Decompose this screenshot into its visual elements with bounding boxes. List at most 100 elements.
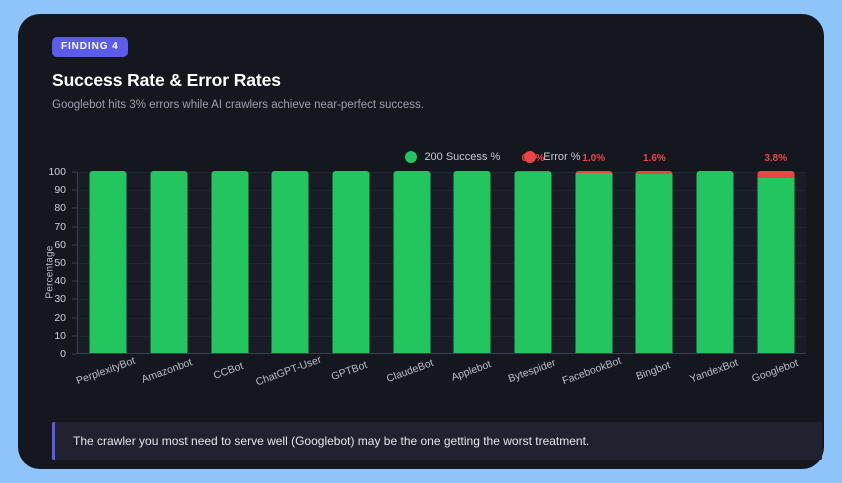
x-slot: GPTBot xyxy=(320,356,381,416)
y-axis-tick xyxy=(72,244,77,246)
y-axis-tick xyxy=(72,171,77,173)
x-slot: Amazonbot xyxy=(138,356,199,416)
insight-text: The crawler you most need to serve well … xyxy=(73,434,590,448)
bar-segment-error[interactable] xyxy=(635,171,673,174)
legend-item-success[interactable]: 200 Success % xyxy=(405,151,500,163)
y-axis-tick-label: 80 xyxy=(54,202,66,215)
table-row[interactable] xyxy=(514,171,552,353)
chart: 200 Success % Error % Percentage 0 10 20 30 4… xyxy=(36,144,806,409)
bar-segment-success[interactable] xyxy=(332,171,370,353)
bar-segment-success[interactable] xyxy=(393,171,431,353)
table-row[interactable] xyxy=(757,171,795,353)
bar-segment-success[interactable] xyxy=(271,171,309,353)
bar-segment-success[interactable] xyxy=(514,172,552,353)
y-axis-tick-label: 30 xyxy=(54,293,66,306)
gridline xyxy=(78,244,806,246)
x-slot: FacebookBot xyxy=(561,355,624,416)
bar-segment-error[interactable] xyxy=(757,171,795,178)
x-axis-tick-label: Bingbot xyxy=(634,359,673,383)
bar-segment-success[interactable] xyxy=(211,171,249,353)
table-row[interactable] xyxy=(575,171,613,353)
card-subtitle: Googlebot hits 3% errors while AI crawle… xyxy=(52,99,424,111)
y-axis-tick xyxy=(72,298,77,300)
gridline xyxy=(78,317,806,319)
x-axis-tick-label: Googlebot xyxy=(749,357,800,385)
gridline xyxy=(78,208,806,210)
plot-area: Percentage 0 10 20 30 40 50 60 70 80 90 100 0.6% 1.… xyxy=(36,153,806,388)
y-axis-tick-label: 90 xyxy=(54,184,66,197)
y-axis-tick-label: 100 xyxy=(48,166,66,178)
gridline xyxy=(78,335,806,337)
bar-slot: 1.6% xyxy=(624,153,685,353)
table-row[interactable] xyxy=(271,171,309,353)
bar-segment-success[interactable] xyxy=(453,171,491,353)
bar-segment-success[interactable] xyxy=(575,172,613,353)
legend-swatch-icon xyxy=(524,151,537,163)
legend-label: Error % xyxy=(543,151,581,163)
y-axis-labels: 0 10 20 30 40 50 60 70 80 90 100 xyxy=(36,166,77,360)
gridline xyxy=(78,226,806,228)
y-axis-tick-label: 20 xyxy=(54,311,66,324)
bar-segment-success[interactable] xyxy=(89,171,127,353)
y-axis-tick-label: 0 xyxy=(60,348,66,360)
x-axis-labels: PerplexityBot Amazonbot CCBot ChatGPT-User G… xyxy=(75,354,806,416)
y-axis-tick-label: 50 xyxy=(54,257,66,269)
finding-card: FINDING 4 Success Rate & Error Rates Goo… xyxy=(18,14,824,469)
x-axis-tick-label: YandexBot xyxy=(688,356,740,386)
table-row[interactable] xyxy=(332,171,370,353)
legend-item-error[interactable]: Error % xyxy=(524,151,581,163)
y-axis-tick xyxy=(72,280,77,282)
table-row[interactable] xyxy=(453,171,491,353)
x-slot: Bingbot xyxy=(624,356,685,416)
x-axis-tick-label: CCBot xyxy=(211,360,245,382)
bar-segment-success[interactable] xyxy=(635,173,673,353)
y-axis-tick xyxy=(72,317,77,319)
bar-slot xyxy=(139,171,200,353)
x-slot: ClaudeBot xyxy=(381,356,442,416)
bar-slot xyxy=(381,171,442,353)
x-slot: Applebot xyxy=(442,356,503,416)
bar-segment-success[interactable] xyxy=(696,171,734,353)
bar-segment-success[interactable] xyxy=(150,171,188,353)
chart-legend: 200 Success % Error % xyxy=(108,144,842,170)
bar-segment-error[interactable] xyxy=(514,171,552,173)
y-axis-tick-label: 10 xyxy=(54,329,66,342)
y-axis-tick xyxy=(72,262,77,264)
x-slot: PerplexityBot xyxy=(75,354,138,416)
bar-value-label: 1.6% xyxy=(642,153,666,164)
bar-slot: 0.6% xyxy=(503,153,564,353)
legend-swatch-icon xyxy=(405,151,418,163)
bar-slot xyxy=(78,171,139,353)
finding-badge: FINDING 4 xyxy=(52,37,128,57)
table-row[interactable] xyxy=(150,171,188,353)
x-slot: YandexBot xyxy=(685,356,746,416)
bar-group: 0.6% 1.0% 1.6% 3.8% xyxy=(78,153,806,353)
bar-segment-success[interactable] xyxy=(757,177,795,353)
y-axis-tick xyxy=(72,207,77,209)
x-slot: ChatGPT-User xyxy=(254,354,323,416)
x-axis-tick-label: Amazonbot xyxy=(140,356,195,386)
x-axis-tick-label: PerplexityBot xyxy=(75,354,138,388)
x-slot: Bytespider xyxy=(502,356,563,416)
y-axis-tick xyxy=(72,226,77,228)
y-axis-tick xyxy=(72,189,77,191)
x-axis-tick-label: ChatGPT-User xyxy=(253,353,323,389)
gridline xyxy=(78,190,806,192)
y-axis-tick-label: 60 xyxy=(54,238,66,251)
y-axis-tick xyxy=(72,335,77,337)
bar-segment-error[interactable] xyxy=(575,171,613,173)
table-row[interactable] xyxy=(393,171,431,353)
bar-slot xyxy=(442,171,503,353)
gridline xyxy=(78,281,806,283)
bar-value-label: 0.6% xyxy=(521,153,545,164)
legend-label: 200 Success % xyxy=(424,151,501,163)
table-row[interactable] xyxy=(211,171,249,353)
x-axis-tick-label: GPTBot xyxy=(330,358,370,384)
plot-canvas: 0.6% 1.0% 1.6% 3.8% xyxy=(77,153,806,354)
x-axis-tick-label: Applebot xyxy=(449,358,493,384)
table-row[interactable] xyxy=(635,171,673,353)
y-axis-tick-label: 40 xyxy=(54,275,66,288)
table-row[interactable] xyxy=(89,171,127,353)
bar-slot xyxy=(199,171,260,353)
table-row[interactable] xyxy=(696,171,734,353)
